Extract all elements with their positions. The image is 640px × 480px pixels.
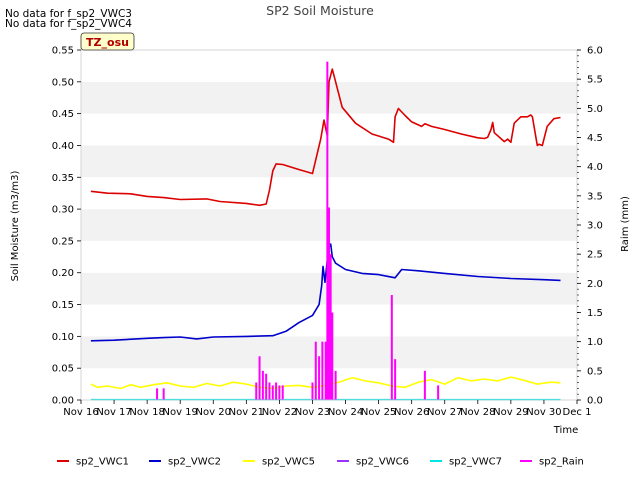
legend-item-sp2_VWC1: sp2_VWC1	[57, 457, 129, 468]
series-sp2_VWC1	[90, 68, 561, 207]
series-line-sp2_VWC2	[90, 243, 561, 342]
x-tick-label: Nov 18	[129, 407, 164, 418]
y-tick-label: 0.25	[52, 236, 74, 247]
x-tick-label: Nov 21	[229, 407, 264, 418]
y-tick-label: 0.30	[52, 205, 74, 216]
x-axis-title: Time	[553, 425, 578, 436]
legend-label: sp2_VWC7	[449, 457, 502, 468]
y-axis-right: 0.0 0.5 1.0 1.5 2.0 2.5 3.0 3.5 4.0 4.5 5.0 5.5 6.0	[577, 46, 603, 407]
y-tick-label: 0.15	[52, 300, 74, 311]
y-tick-label: 0.10	[52, 332, 74, 343]
y2-tick-label: 1.5	[587, 308, 603, 319]
y-tick-label: 0.50	[52, 77, 74, 88]
y-tick-label: 0.05	[52, 364, 74, 375]
legend-label: sp2_VWC1	[76, 457, 129, 468]
legend-item-sp2_VWC2: sp2_VWC2	[149, 457, 221, 468]
legend-label: sp2_VWC5	[262, 457, 315, 468]
x-tick-label: Nov 20	[196, 407, 231, 418]
y2-tick-label: 2.5	[587, 250, 603, 261]
y2-tick-label: 0.5	[587, 366, 603, 377]
y2-axis-title: Raim (mm)	[620, 196, 631, 252]
legend-item-sp2_Rain: sp2_Rain	[520, 457, 584, 468]
legend: sp2_VWC1 sp2_VWC2 sp2_VWC5 sp2_VWC6 sp2_VWC7…	[57, 457, 584, 468]
chart-title: SP2 Soil Moisture	[266, 3, 374, 18]
tz-badge-box	[80, 32, 135, 51]
y2-tick-label: 4.0	[587, 162, 603, 173]
x-tick-label: Nov 19	[162, 407, 197, 418]
x-tick-label: Nov 24	[328, 407, 363, 418]
y2-tick-label: 4.5	[587, 133, 603, 144]
tz-badge: TZ_osu	[80, 32, 135, 51]
plot-band	[81, 145, 577, 178]
x-tick-label: Dec 1	[563, 407, 592, 418]
series-sp2_VWC2	[90, 243, 561, 342]
y2-tick-label: 3.0	[587, 221, 603, 232]
legend-item-sp2_VWC7: sp2_VWC7	[430, 457, 502, 468]
y-axis-left: 0.00 0.05 0.10 0.15 0.20 0.25 0.30 0.35 0.40 0.45…	[52, 46, 81, 407]
x-tick-label: Nov 25	[361, 407, 396, 418]
tz-badge-label: TZ_osu	[86, 36, 129, 49]
x-tick-label: Nov 27	[427, 407, 462, 418]
series-sp2_Rain	[156, 61, 440, 400]
y-axis-title: Soil Moisture (m3/m3)	[10, 171, 21, 282]
y-tick-label: 0.20	[52, 268, 74, 279]
legend-label: sp2_VWC6	[356, 457, 409, 468]
x-tick-label: Nov 17	[96, 407, 131, 418]
y2-tick-label: 1.0	[587, 337, 603, 348]
y-tick-label: 0.40	[52, 141, 74, 152]
legend-label: sp2_Rain	[539, 457, 584, 468]
y2-tick-label: 5.0	[587, 104, 603, 115]
x-tick-label: Nov 26	[394, 407, 429, 418]
no-data-message-vwc3: No data for f_sp2_VWC3	[5, 8, 132, 20]
y-tick-label: 0.45	[52, 109, 74, 120]
x-tick-label: Nov 22	[262, 407, 297, 418]
plot-band	[81, 50, 577, 82]
no-data-message-vwc4: No data for f_sp2_VWC4	[5, 18, 132, 30]
y-tick-label: 0.35	[52, 173, 74, 184]
x-tick-label: Nov 23	[295, 407, 330, 418]
y2-tick-label: 2.0	[587, 279, 603, 290]
y2-tick-label: 3.5	[587, 191, 603, 202]
y2-tick-label: 0.0	[587, 396, 603, 407]
x-tick-label: Nov 30	[526, 407, 561, 418]
legend-label: sp2_VWC2	[168, 457, 221, 468]
x-tick-label: Nov 16	[63, 407, 98, 418]
y2-tick-label: 5.5	[587, 75, 603, 86]
y-tick-label: 0.00	[52, 396, 74, 407]
y-tick-label: 0.55	[52, 46, 74, 57]
x-tick-label: Nov 29	[493, 407, 528, 418]
y2-tick-label: 6.0	[587, 46, 603, 57]
series-line-sp2_VWC1	[90, 68, 561, 207]
plot-band	[81, 177, 577, 210]
legend-item-sp2_VWC5: sp2_VWC5	[243, 457, 315, 468]
legend-item-sp2_VWC6: sp2_VWC6	[337, 457, 409, 468]
x-tick-label: Nov 28	[460, 407, 495, 418]
